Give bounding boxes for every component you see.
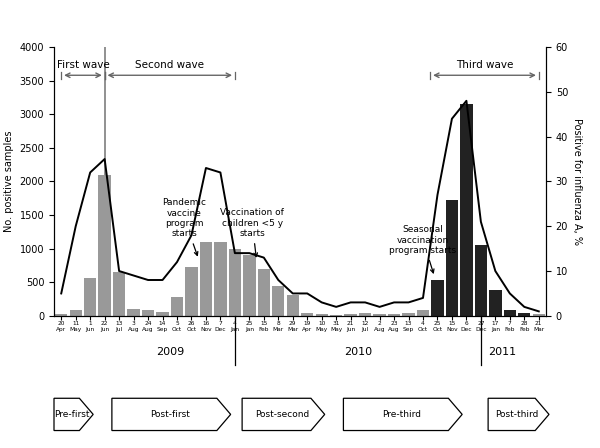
Text: Seasonal
vaccination
program starts: Seasonal vaccination program starts xyxy=(389,225,457,273)
Bar xyxy=(533,314,545,316)
Text: First wave: First wave xyxy=(56,60,109,69)
Text: Pandemic
vaccine
program
starts: Pandemic vaccine program starts xyxy=(162,198,206,255)
Bar xyxy=(84,278,97,316)
Bar xyxy=(446,200,458,316)
Bar xyxy=(403,313,415,316)
Text: Third wave: Third wave xyxy=(456,60,513,69)
Text: Post-second: Post-second xyxy=(255,410,309,419)
Bar xyxy=(316,314,328,316)
Bar xyxy=(373,314,386,316)
Bar xyxy=(359,313,371,316)
Bar xyxy=(344,314,357,316)
Bar xyxy=(388,314,400,316)
Text: Post-third: Post-third xyxy=(496,410,539,419)
Bar xyxy=(142,310,154,316)
Text: Pre-third: Pre-third xyxy=(382,410,421,419)
Bar xyxy=(301,313,313,316)
Bar xyxy=(185,267,197,316)
Y-axis label: No. positive samples: No. positive samples xyxy=(4,131,14,232)
Text: 2009: 2009 xyxy=(155,347,184,357)
Bar xyxy=(330,315,343,316)
Text: Second wave: Second wave xyxy=(135,60,204,69)
Y-axis label: Positive for influenza A, %: Positive for influenza A, % xyxy=(572,118,582,245)
Bar xyxy=(55,314,67,316)
Bar xyxy=(431,280,443,316)
Text: Pre-first: Pre-first xyxy=(55,410,90,419)
Bar xyxy=(489,290,502,316)
Bar xyxy=(475,246,487,316)
Text: 2010: 2010 xyxy=(344,347,372,357)
Bar xyxy=(157,312,169,316)
Bar xyxy=(70,310,82,316)
Text: Vaccination of
children <5 y
starts: Vaccination of children <5 y starts xyxy=(220,208,284,257)
Bar xyxy=(214,242,227,316)
Bar xyxy=(460,104,473,316)
Text: 2011: 2011 xyxy=(488,347,517,357)
Bar xyxy=(127,309,140,316)
Bar xyxy=(113,272,125,316)
Bar xyxy=(518,313,530,316)
Bar xyxy=(503,310,516,316)
Bar xyxy=(229,249,241,316)
Bar xyxy=(287,295,299,316)
Bar xyxy=(257,269,270,316)
Bar xyxy=(417,310,429,316)
Bar xyxy=(200,242,212,316)
Bar xyxy=(243,255,256,316)
Bar xyxy=(272,286,284,316)
Bar xyxy=(98,175,111,316)
Bar xyxy=(171,297,183,316)
Text: Post-first: Post-first xyxy=(150,410,190,419)
